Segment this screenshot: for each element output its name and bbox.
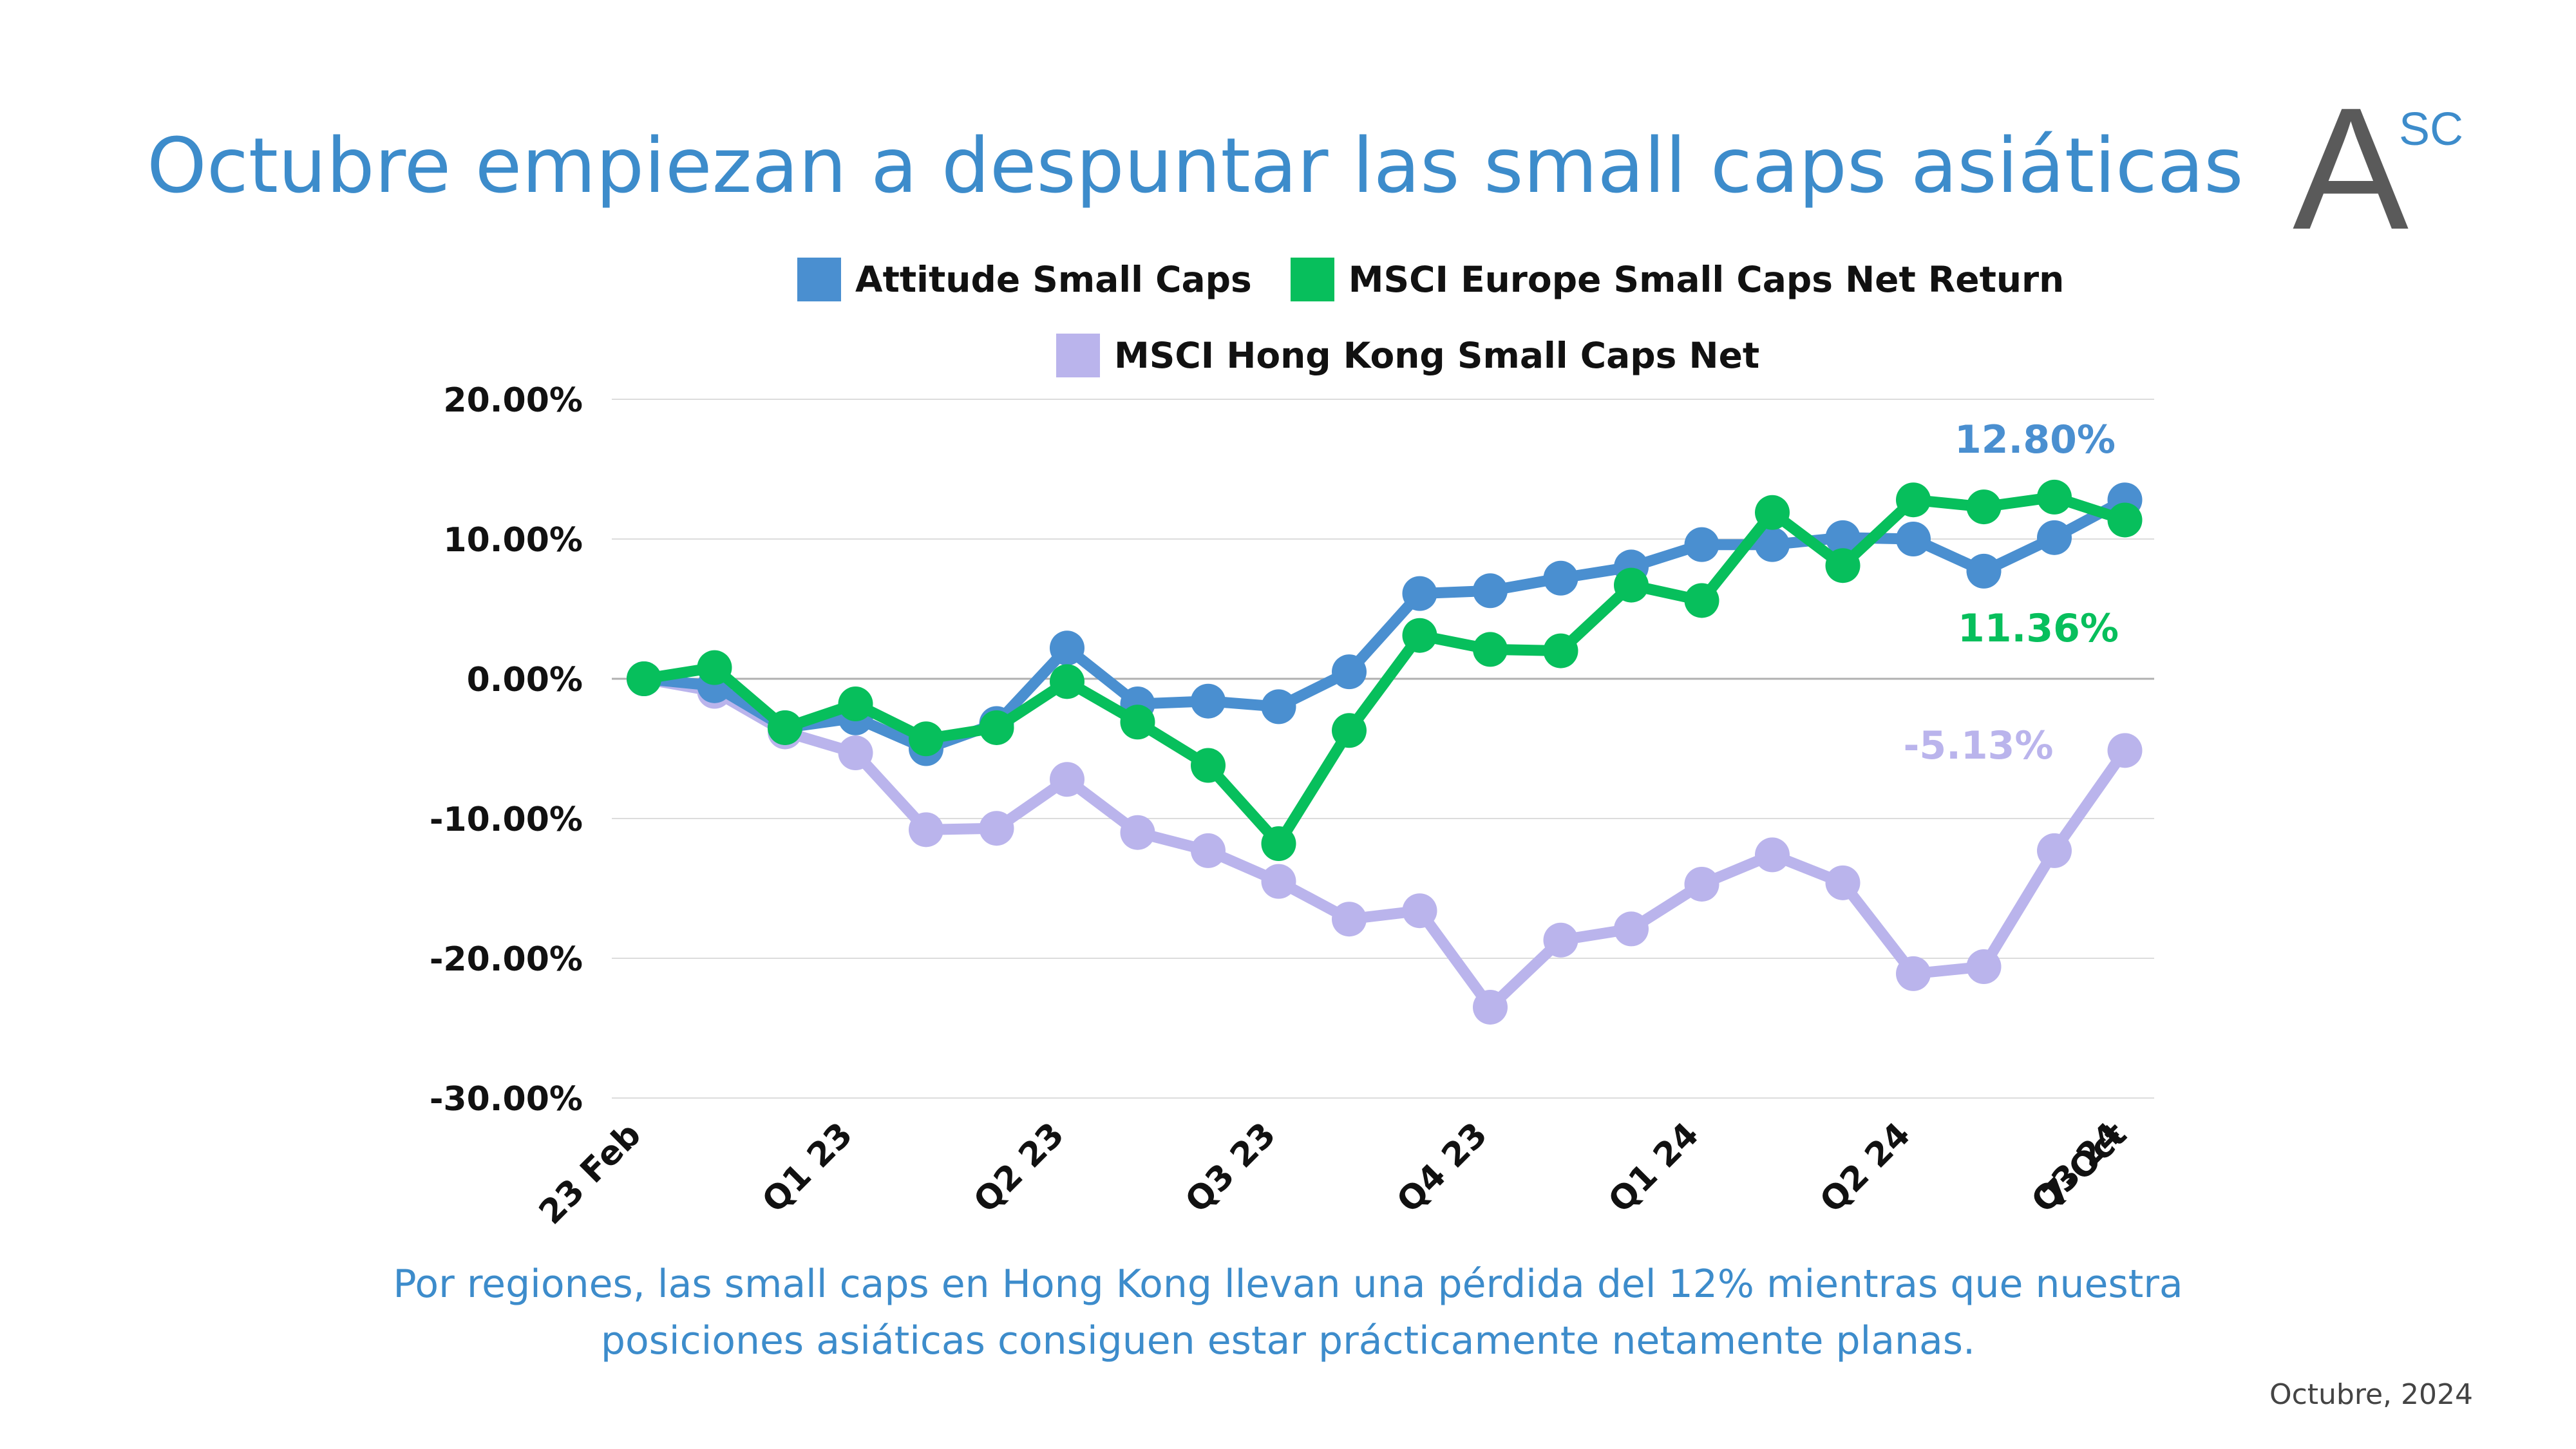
x-tick-label: Q2 24 [1813, 1115, 1918, 1220]
publication-date: Octubre, 2024 [2269, 1378, 2473, 1411]
data-point [1050, 762, 1084, 797]
data-point [1543, 560, 1578, 596]
page-title: Octubre empiezan a despuntar las small c… [147, 121, 2244, 210]
data-point [2037, 479, 2072, 515]
logo-letter: A [2293, 97, 2409, 238]
data-point [2037, 833, 2072, 868]
data-point [1261, 689, 1296, 724]
data-point [1896, 482, 1931, 518]
data-point [2037, 520, 2072, 555]
legend-item-attitude: Attitude Small Caps [797, 258, 1252, 301]
x-tick-label: Q1 23 [755, 1115, 860, 1220]
data-label-1: 11.36% [1958, 606, 2119, 651]
data-point [1120, 705, 1155, 740]
x-tick-label: 7-Oct [2035, 1115, 2134, 1215]
data-point [1473, 573, 1508, 609]
y-tick-label: -10.00% [430, 800, 583, 839]
x-tick-label: Q2 23 [967, 1115, 1072, 1220]
company-logo: A SC [2293, 97, 2463, 238]
data-point [909, 812, 943, 848]
x-tick-label: Q1 24 [1601, 1115, 1706, 1220]
data-point [1825, 548, 1861, 583]
data-point [2107, 733, 2143, 768]
data-point [1473, 632, 1508, 667]
data-point [1191, 683, 1226, 719]
logo-superscript: SC [2399, 104, 2463, 155]
data-point [838, 687, 873, 722]
chart-legend-row-2: MSCI Hong Kong Small Caps Net [1056, 334, 1798, 377]
caption-line-1: Por regiones, las small caps en Hong Kon… [393, 1262, 2183, 1307]
chart-legend-row-1: Attitude Small Caps MSCI Europe Small Ca… [797, 258, 2103, 301]
data-point [1896, 956, 1931, 991]
data-point [768, 710, 802, 745]
legend-label-attitude: Attitude Small Caps [855, 259, 1252, 300]
data-point [1473, 989, 1508, 1025]
data-point [1402, 893, 1437, 929]
legend-swatch-attitude [797, 258, 841, 301]
data-point [1543, 922, 1578, 958]
data-point [838, 735, 873, 771]
data-point [1966, 489, 2002, 525]
x-tick-label: 23 Feb [532, 1115, 649, 1232]
chart-caption: Por regiones, las small caps en Hong Kon… [193, 1256, 2383, 1369]
legend-label-hongkong: MSCI Hong Kong Small Caps Net [1114, 335, 1760, 376]
data-point [1896, 522, 1931, 556]
data-point [1543, 633, 1578, 668]
data-point [1684, 527, 1719, 562]
series-line-1 [638, 491, 2130, 849]
legend-item-hongkong: MSCI Hong Kong Small Caps Net [1056, 334, 1759, 377]
data-point [1191, 748, 1226, 783]
data-point [909, 721, 943, 757]
data-point [1050, 630, 1084, 666]
data-point [1261, 864, 1296, 899]
data-point [1332, 713, 1367, 748]
data-point [627, 661, 661, 696]
data-point [2107, 502, 2143, 538]
data-point [1966, 553, 2002, 589]
x-tick-label: Q4 23 [1390, 1115, 1495, 1220]
legend-swatch-europe [1290, 258, 1334, 301]
data-point [1825, 520, 1861, 555]
y-tick-label: 20.00% [443, 381, 583, 420]
data-label-2: -5.13% [1903, 723, 2053, 768]
legend-item-europe: MSCI Europe Small Caps Net Return [1290, 258, 2065, 301]
data-point [1261, 826, 1296, 862]
data-point [1755, 495, 1790, 530]
legend-swatch-hongkong [1056, 334, 1100, 377]
y-tick-label: 10.00% [443, 521, 583, 560]
legend-label-europe: MSCI Europe Small Caps Net Return [1348, 259, 2065, 300]
data-point [1402, 618, 1437, 653]
data-point [1120, 815, 1155, 850]
data-point [1755, 837, 1790, 873]
data-point [1684, 583, 1719, 618]
data-point [1402, 576, 1437, 611]
caption-line-2: posiciones asiáticas consiguen estar prá… [600, 1318, 1976, 1363]
data-point [697, 650, 732, 685]
data-point [1684, 866, 1719, 902]
y-tick-label: -20.00% [430, 940, 583, 979]
data-label-0: 12.80% [1955, 417, 2116, 462]
data-point [1755, 527, 1790, 562]
data-point [1332, 902, 1367, 937]
series-line-2 [638, 673, 2130, 1013]
data-point [1614, 567, 1649, 603]
x-tick-label: Q3 23 [1178, 1115, 1283, 1220]
y-tick-label: 0.00% [467, 661, 583, 699]
data-point [1966, 949, 2002, 985]
y-tick-label: -30.00% [430, 1080, 583, 1119]
data-point [979, 710, 1014, 745]
data-point [1825, 865, 1861, 900]
data-point [1050, 664, 1084, 699]
data-point [1191, 833, 1226, 868]
data-point [1614, 911, 1649, 947]
data-point [1332, 654, 1367, 690]
data-point [979, 811, 1014, 846]
